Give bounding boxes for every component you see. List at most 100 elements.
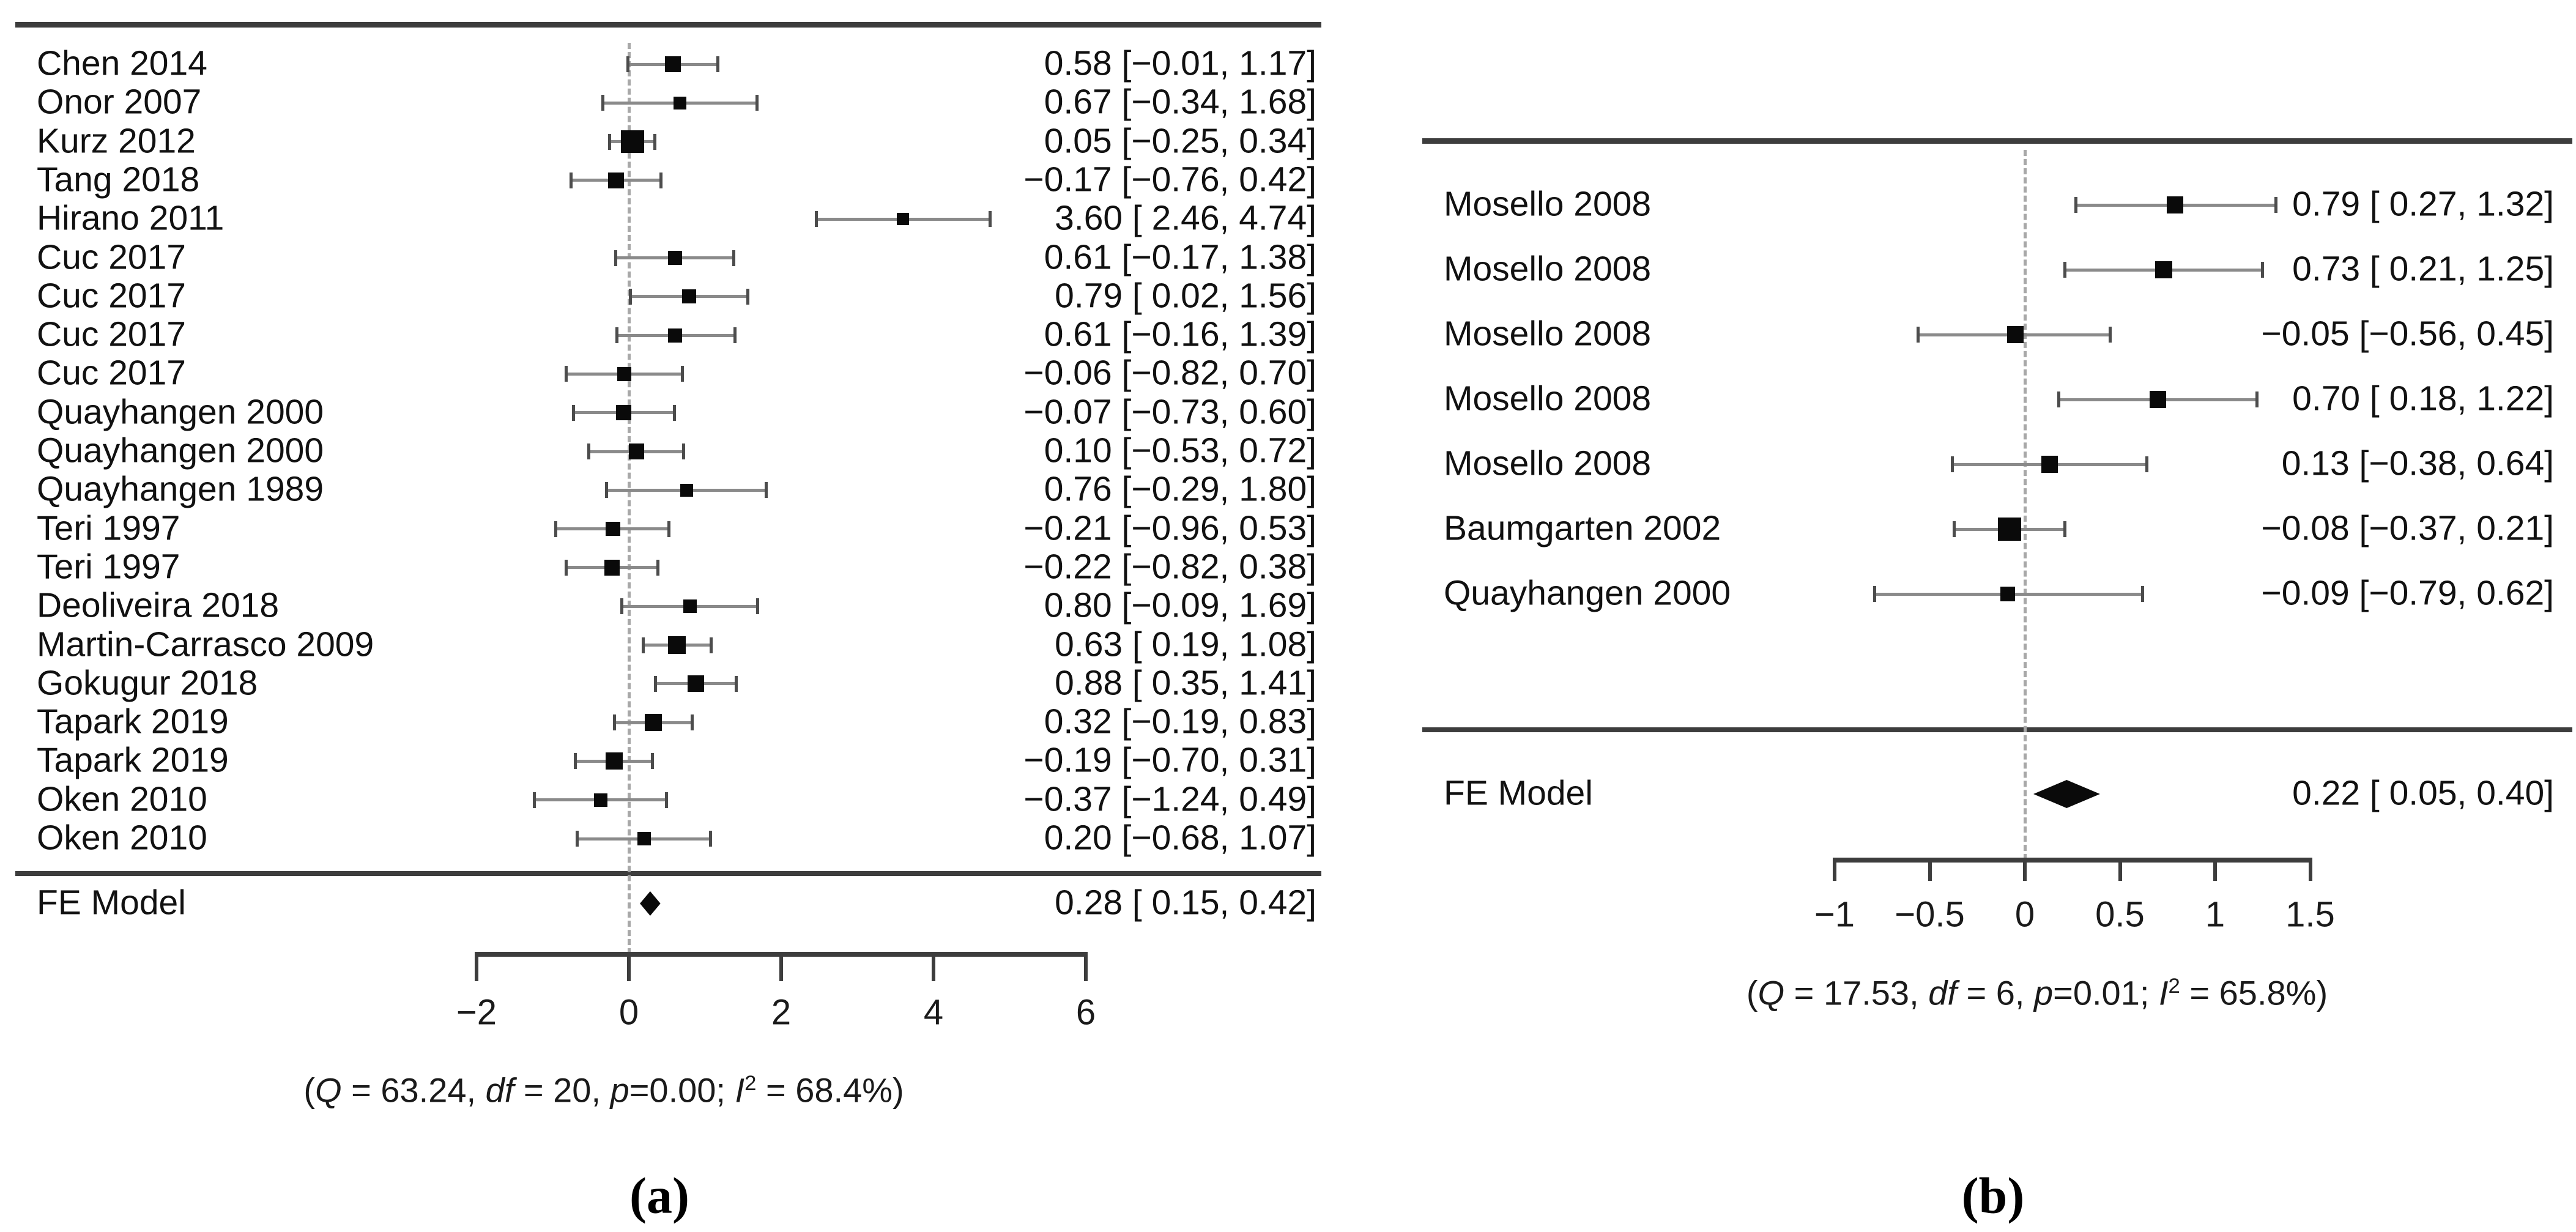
ci-cap-low: [614, 250, 618, 266]
ci-cap-low: [628, 288, 632, 305]
effect-marker: [897, 213, 910, 226]
estimate-text: −0.22 [−0.82, 0.38]: [1023, 547, 1316, 587]
effect-marker: [616, 405, 631, 420]
estimate-text: 0.73 [ 0.21, 1.25]: [2292, 249, 2554, 289]
ci-cap-high: [659, 172, 663, 188]
ci-cap-high: [651, 753, 655, 770]
study-label: Chen 2014: [37, 43, 207, 83]
study-label: Mosello 2008: [1444, 379, 1652, 418]
estimate-text: 0.67 [−0.34, 1.68]: [1044, 82, 1316, 122]
x-axis-tick: [932, 954, 935, 981]
panel-caption: (b): [1961, 1167, 2025, 1225]
x-axis-tick: [1084, 954, 1088, 981]
fe-separator-rule: [1422, 727, 2572, 732]
stats-segment: (: [303, 1071, 315, 1110]
x-axis-tick-label: −1: [1814, 894, 1855, 935]
stats-segment: = 17.53,: [1784, 973, 1929, 1012]
ci-cap-high: [653, 133, 656, 150]
study-label: Teri 1997: [37, 508, 180, 548]
estimate-text: 0.63 [ 0.19, 1.08]: [1055, 625, 1316, 664]
estimate-text: 0.80 [−0.09, 1.69]: [1044, 585, 1316, 625]
ci-cap-high: [680, 366, 684, 382]
effect-marker: [668, 328, 683, 343]
x-axis-tick-label: −0.5: [1895, 894, 1965, 935]
ci-cap-high: [735, 675, 738, 692]
study-label: Tang 2018: [37, 160, 200, 199]
estimate-text: 0.20 [−0.68, 1.07]: [1044, 818, 1316, 858]
estimate-text: 3.60 [ 2.46, 4.74]: [1055, 198, 1316, 238]
effect-marker: [628, 443, 645, 459]
ci-cap-low: [574, 753, 577, 770]
ci-cap-high: [656, 559, 659, 576]
ci-cap-high: [2255, 391, 2259, 407]
ci-cap-low: [565, 559, 568, 576]
x-axis-tick: [627, 954, 631, 981]
x-axis-tick-label: 1.5: [2285, 894, 2335, 935]
stats-segment: 2: [2168, 974, 2180, 998]
estimate-text: 0.61 [−0.16, 1.39]: [1044, 314, 1316, 354]
study-label: Mosello 2008: [1444, 184, 1652, 224]
x-axis-tick: [1928, 860, 1932, 881]
effect-marker: [606, 752, 623, 770]
x-axis-tick: [2213, 860, 2217, 881]
ci-cap-low: [626, 56, 630, 72]
stats-segment: = 6,: [1956, 973, 2034, 1012]
ci-cap-low: [814, 211, 818, 228]
estimate-text: 0.32 [−0.19, 0.83]: [1044, 702, 1316, 741]
study-label: Mosello 2008: [1444, 443, 1652, 483]
estimate-text: 0.76 [−0.29, 1.80]: [1044, 469, 1316, 509]
study-label: Onor 2007: [37, 82, 202, 122]
estimate-text: −0.05 [−0.56, 0.45]: [2261, 314, 2554, 354]
ci-cap-high: [690, 714, 694, 731]
effect-marker: [673, 96, 686, 109]
study-label: Quayhangen 2000: [37, 392, 324, 432]
heterogeneity-stats: (Q = 17.53, df = 6, p=0.01; I2 = 65.8%): [1746, 973, 2328, 1013]
stats-segment: (: [1746, 973, 1758, 1012]
stats-segment: Q: [314, 1071, 342, 1110]
ci-cap-low: [565, 366, 568, 382]
ci-cap-low: [569, 172, 573, 188]
stats-segment: = 65.8%): [2180, 973, 2328, 1012]
ci-cap-low: [612, 714, 616, 731]
study-label: Mosello 2008: [1444, 314, 1652, 354]
ci-cap-low: [620, 598, 624, 615]
study-label: Cuc 2017: [37, 354, 187, 393]
ci-cap-high: [2261, 262, 2265, 278]
x-axis-tick: [475, 954, 478, 981]
fe-separator-rule: [15, 871, 1321, 876]
panel-caption: (a): [629, 1167, 689, 1225]
ci-cap-high: [708, 831, 712, 847]
estimate-text: 0.61 [−0.17, 1.38]: [1044, 237, 1316, 277]
x-axis-tick-label: 0: [2014, 894, 2035, 935]
ci-cap-low: [601, 95, 605, 111]
x-axis-tick-label: 4: [923, 992, 944, 1033]
x-axis-tick: [2023, 860, 2027, 881]
ci-cap-high: [2109, 327, 2112, 343]
ci-cap-low: [571, 404, 575, 421]
x-axis-tick-label: −2: [456, 992, 497, 1033]
ci-cap-high: [709, 637, 713, 653]
ci-cap-low: [608, 133, 612, 150]
estimate-text: −0.19 [−0.70, 0.31]: [1023, 741, 1316, 781]
study-label: Gokugur 2018: [37, 663, 258, 703]
ci-cap-high: [764, 482, 768, 499]
effect-marker: [681, 289, 696, 304]
stats-segment: =0.01;: [2053, 973, 2159, 1012]
ci-cap-low: [1951, 456, 1954, 472]
estimate-text: −0.07 [−0.73, 0.60]: [1023, 392, 1316, 432]
ci-cap-high: [732, 250, 736, 266]
study-label: Cuc 2017: [37, 276, 187, 316]
estimate-text: −0.08 [−0.37, 0.21]: [2261, 508, 2554, 548]
ci-cap-high: [746, 288, 749, 305]
x-axis-line: [1833, 858, 2312, 863]
ci-cap-low: [642, 637, 645, 653]
zero-reference-line: [2024, 150, 2027, 860]
study-label: Deoliveira 2018: [37, 585, 280, 625]
zero-reference-line: [628, 43, 631, 954]
effect-marker: [2006, 326, 2024, 343]
effect-marker: [604, 560, 620, 576]
estimate-text: −0.09 [−0.79, 0.62]: [2261, 573, 2554, 613]
ci-cap-high: [2274, 197, 2278, 213]
study-label: Cuc 2017: [37, 314, 187, 354]
